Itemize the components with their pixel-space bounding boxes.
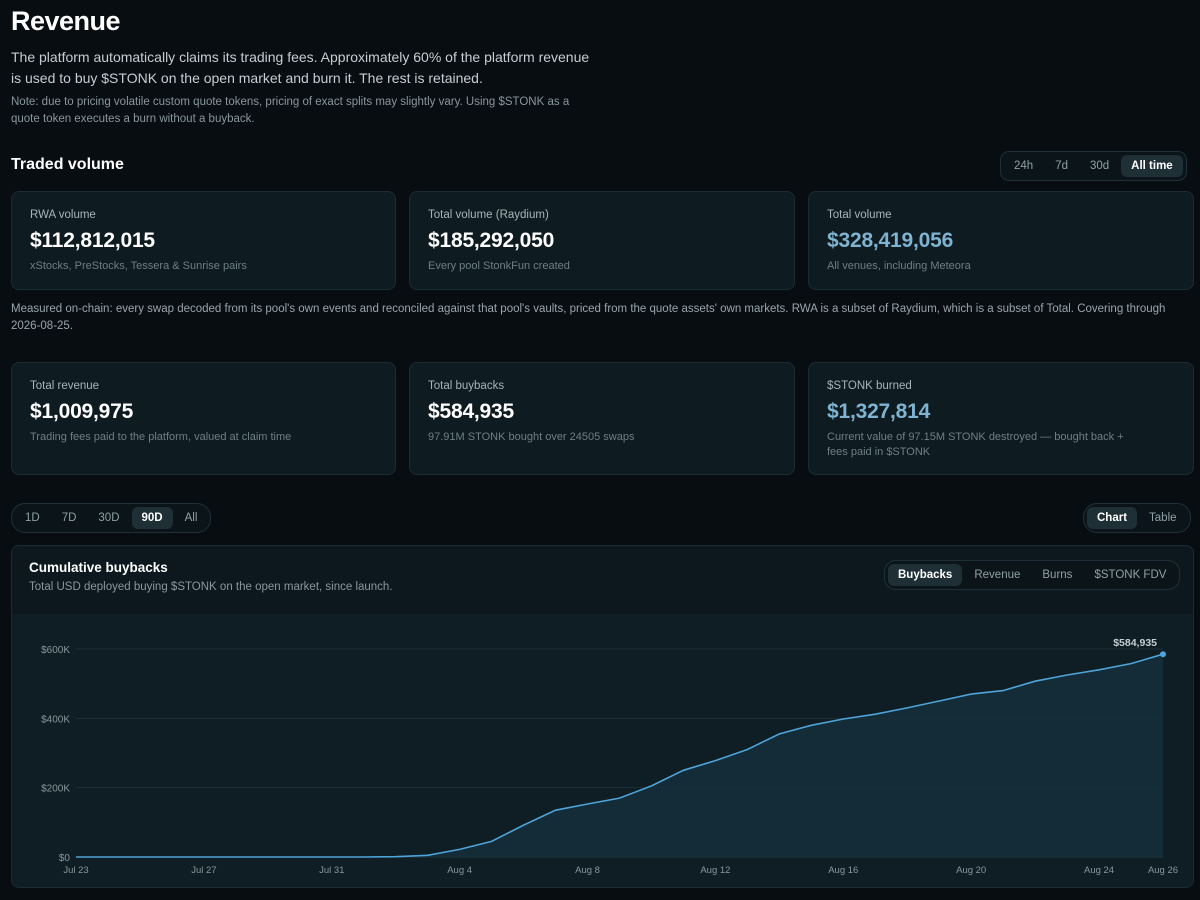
card-label: Total volume (Raydium) — [428, 209, 549, 221]
card-subtext: xStocks, PreStocks, Tessera & Sunrise pa… — [30, 260, 247, 272]
metric-selector: Buybacks Revenue Burns $STONK FDV — [884, 560, 1181, 590]
traded-volume-title: Traded volume — [11, 156, 124, 173]
view-table-button[interactable]: Table — [1149, 512, 1177, 524]
period-all[interactable]: All — [184, 512, 198, 524]
card-subtext: Current value of 97.15M STONK destroyed … — [827, 431, 1124, 458]
card-value: $185,292,050 — [428, 229, 555, 252]
view-chart-button[interactable]: Chart — [1087, 507, 1138, 529]
range-30d[interactable]: 30d — [1089, 160, 1110, 172]
metric-revenue[interactable]: Revenue — [974, 569, 1021, 581]
card-value: $112,812,015 — [30, 229, 155, 252]
end-value-label: $584,935 — [1113, 637, 1157, 649]
period-90d[interactable]: 90D — [131, 507, 173, 529]
x-tick-label: Aug 24 — [1084, 865, 1114, 876]
raydium-volume-card: Total volume (Raydium) $185,292,050 Ever… — [409, 191, 795, 290]
x-tick-label: Aug 12 — [700, 865, 730, 876]
card-value: $1,009,975 — [30, 400, 134, 423]
chart-title: Cumulative buybacks — [29, 560, 168, 575]
card-value: $584,935 — [428, 400, 514, 423]
range-all-time[interactable]: All time — [1121, 155, 1183, 177]
view-toggle: Chart Table — [1083, 503, 1191, 533]
volume-range-selector: 24h 7d 30d All time — [1000, 151, 1187, 181]
metric-burns[interactable]: Burns — [1042, 569, 1073, 581]
card-subtext: Trading fees paid to the platform, value… — [30, 431, 292, 443]
x-tick-label: Jul 31 — [319, 865, 344, 876]
x-tick-label: Aug 16 — [828, 865, 858, 876]
card-subtext: 97.91M STONK bought over 24505 swaps — [428, 431, 635, 443]
range-7d[interactable]: 7d — [1055, 160, 1068, 172]
metric-buybacks[interactable]: Buybacks — [888, 564, 963, 586]
y-tick-label: $400K — [41, 714, 70, 725]
card-value: $1,327,814 — [827, 400, 931, 423]
x-tick-label: Jul 27 — [191, 865, 216, 876]
card-label: $STONK burned — [827, 380, 912, 392]
card-label: RWA volume — [30, 209, 96, 221]
card-value: $328,419,056 — [827, 229, 954, 252]
y-tick-label: $200K — [41, 784, 70, 795]
x-tick-label: Aug 20 — [956, 865, 986, 876]
rwa-volume-card: RWA volume $112,812,015 xStocks, PreStoc… — [11, 191, 396, 290]
card-label: Total revenue — [30, 380, 100, 392]
range-24h[interactable]: 24h — [1014, 160, 1034, 172]
cumulative-buybacks-panel: Cumulative buybacks Total USD deployed b… — [11, 545, 1194, 888]
buybacks-chart[interactable]: $0 $200K $400K $600K $584,935 Jul 23 Jul 27 Jul… — [12, 614, 1194, 888]
metric-stonk-fdv[interactable]: $STONK FDV — [1094, 569, 1167, 581]
card-label: Total volume — [827, 209, 892, 221]
y-tick-label: $600K — [41, 645, 70, 656]
total-volume-card: Total volume $328,419,056 All venues, in… — [808, 191, 1194, 290]
card-subtext: All venues, including Meteora — [827, 260, 971, 272]
chart-area: $0 $200K $400K $600K $584,935 Jul 23 Jul 27 Jul… — [12, 614, 1194, 888]
pricing-note: Note: due to pricing volatile custom quo… — [11, 96, 570, 125]
period-filter: 1D 7D 30D 90D All — [11, 503, 212, 533]
total-buybacks-card: Total buybacks $584,935 97.91M STONK bou… — [409, 362, 795, 475]
period-7d[interactable]: 7D — [61, 512, 77, 524]
card-subtext: Every pool StonkFun created — [428, 260, 570, 272]
stonk-burned-card: $STONK burned $1,327,814 Current value o… — [808, 362, 1194, 475]
period-30d[interactable]: 30D — [98, 512, 120, 524]
end-point-marker — [1160, 651, 1166, 658]
period-1d[interactable]: 1D — [25, 512, 40, 524]
x-tick-label: Aug 26 — [1148, 865, 1178, 876]
intro-text: The platform automatically claims its tr… — [11, 49, 590, 86]
card-label: Total buybacks — [428, 380, 505, 392]
y-tick-label: $0 — [59, 853, 71, 864]
total-revenue-card: Total revenue $1,009,975 Trading fees pa… — [11, 362, 396, 475]
series-line — [76, 653, 1164, 858]
chart-subtitle: Total USD deployed buying $STONK on the … — [29, 581, 393, 593]
area-fill — [76, 654, 1163, 857]
x-tick-label: Aug 8 — [575, 865, 600, 876]
page-title: Revenue — [11, 6, 121, 36]
measurement-note: Measured on-chain: every swap decoded fr… — [11, 303, 1166, 332]
x-tick-label: Jul 23 — [63, 865, 88, 876]
x-tick-label: Aug 4 — [447, 865, 472, 876]
